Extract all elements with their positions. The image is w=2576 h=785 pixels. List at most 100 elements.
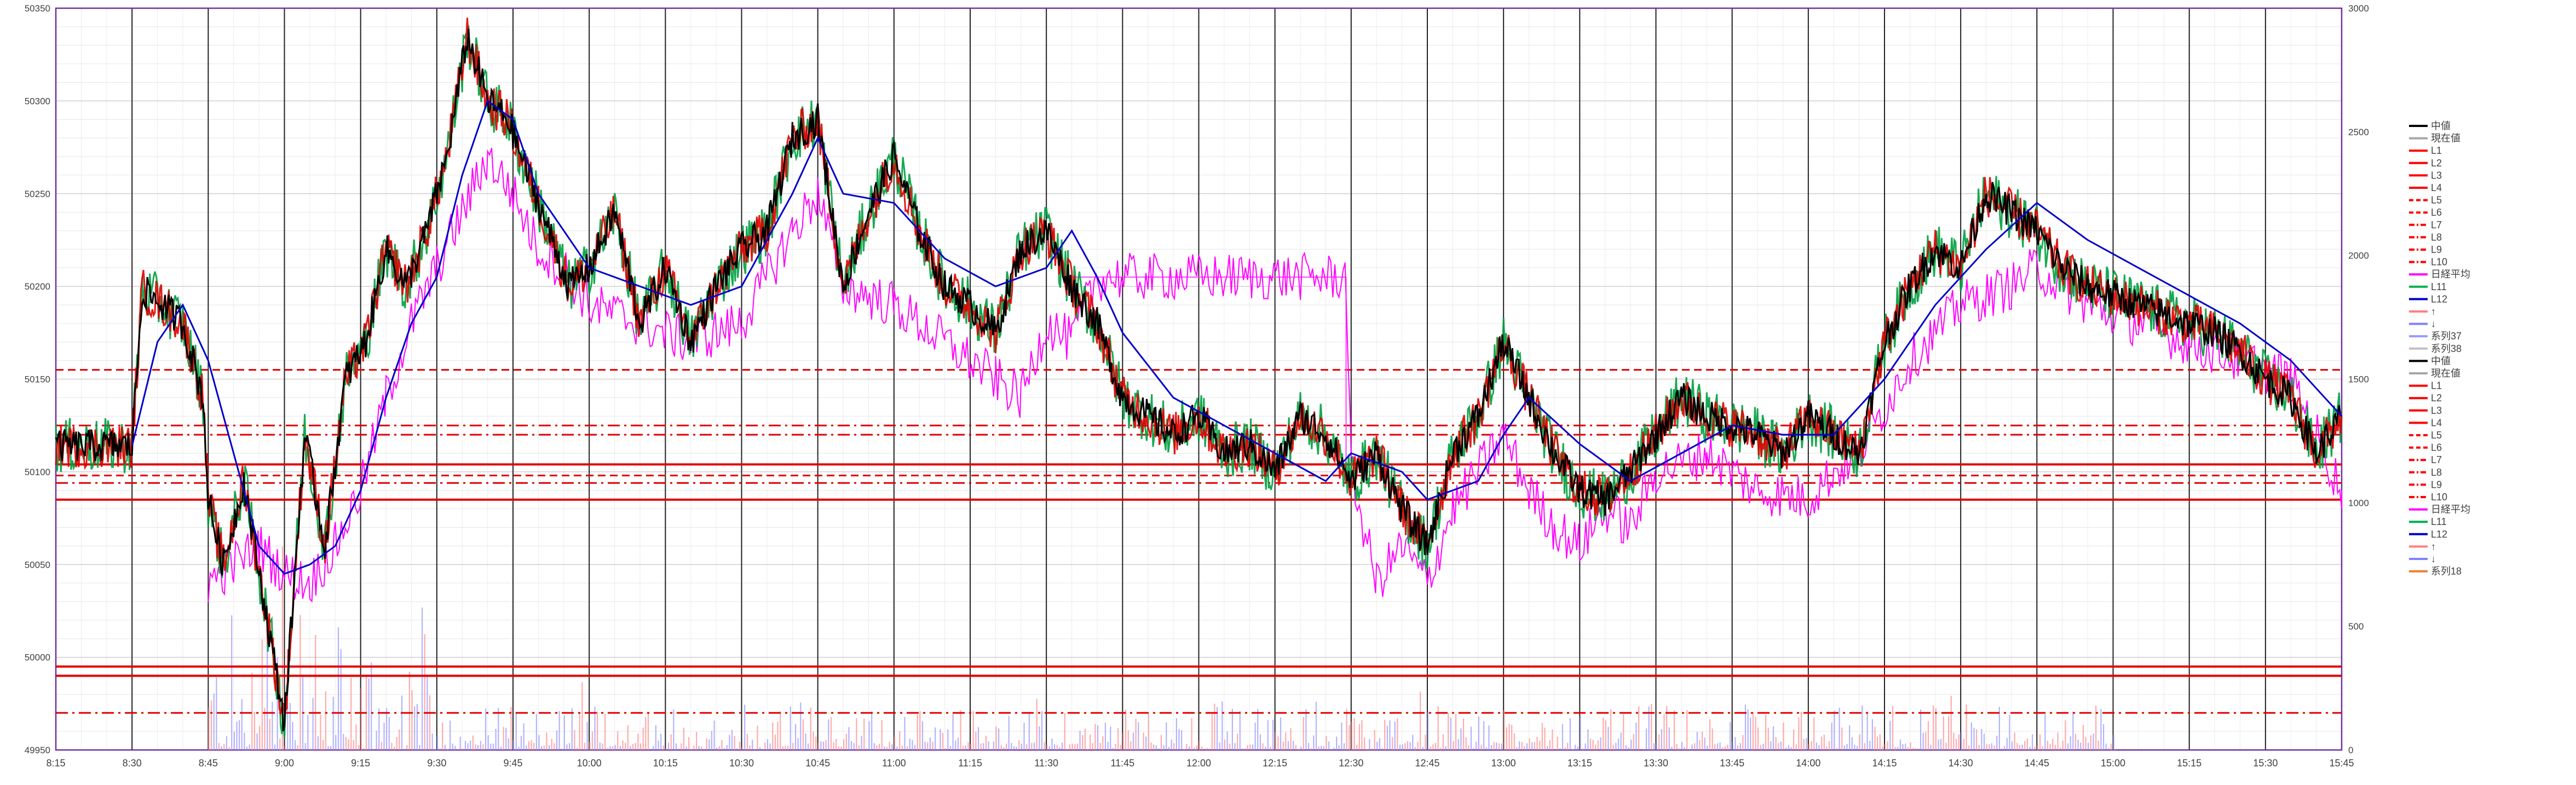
legend-label: L7 xyxy=(2431,454,2442,465)
volume-bar xyxy=(239,720,240,750)
volume-bar xyxy=(439,748,440,750)
volume-bar xyxy=(945,748,946,750)
volume-bar xyxy=(1559,748,1560,750)
legend-label: 日経平均 xyxy=(2431,504,2470,515)
volume-bar xyxy=(1143,732,1144,750)
volume-bar xyxy=(1295,745,1296,750)
volume-bar xyxy=(1580,716,1581,750)
volume-bar xyxy=(470,741,471,750)
legend-label: L12 xyxy=(2431,293,2447,304)
volume-bar xyxy=(2014,732,2015,750)
volume-bar xyxy=(907,746,908,750)
volume-bar xyxy=(927,742,928,750)
volume-bar xyxy=(1057,745,1058,750)
volume-bar xyxy=(840,747,842,750)
volume-bar xyxy=(609,746,610,750)
volume-bar xyxy=(673,709,674,750)
volume-bar xyxy=(538,735,539,750)
volume-bar xyxy=(671,734,672,750)
volume-bar xyxy=(381,742,382,750)
volume-bar xyxy=(1262,743,1263,750)
volume-bar xyxy=(1186,744,1187,750)
volume-bar xyxy=(1085,729,1086,750)
volume-bar xyxy=(338,627,339,750)
legend-label: ↓ xyxy=(2431,319,2436,330)
volume-bar xyxy=(2035,747,2036,750)
legend-label: L9 xyxy=(2431,244,2442,255)
volume-bar xyxy=(1308,743,1309,750)
x-tick-label: 11:45 xyxy=(1110,758,1134,769)
volume-bar xyxy=(1755,717,1756,750)
volume-bar xyxy=(2024,741,2025,750)
volume-bar xyxy=(272,702,273,750)
volume-bar xyxy=(1776,737,1777,750)
volume-bar xyxy=(1023,723,1024,750)
volume-bar xyxy=(1252,744,1253,750)
legend-label: 日経平均 xyxy=(2431,269,2470,280)
legend-label: L1 xyxy=(2431,145,2442,156)
volume-bar xyxy=(262,639,263,750)
legend-label: 系列38 xyxy=(2431,343,2462,354)
volume-bar xyxy=(967,742,969,750)
x-tick-label: 14:15 xyxy=(1872,758,1897,769)
volume-bar xyxy=(1882,747,1883,750)
volume-bar xyxy=(533,743,534,750)
volume-bar xyxy=(505,728,506,750)
volume-bar xyxy=(2022,744,2023,750)
volume-bar xyxy=(1839,708,1840,750)
y-tick-label: 49950 xyxy=(25,745,50,755)
volume-bar xyxy=(1136,719,1137,750)
volume-bar xyxy=(937,749,938,750)
volume-bar xyxy=(1841,728,1842,750)
volume-bar xyxy=(902,746,903,750)
volume-bar xyxy=(653,746,654,750)
volume-bar xyxy=(508,738,509,750)
volume-bar xyxy=(1476,742,1477,750)
volume-bar xyxy=(244,732,245,750)
legend-label: 現在値 xyxy=(2431,133,2460,144)
volume-bar xyxy=(812,732,814,750)
volume-bar xyxy=(1277,736,1278,750)
x-tick-label: 11:30 xyxy=(1034,758,1058,769)
volume-bar xyxy=(1466,737,1467,750)
volume-bar xyxy=(1813,717,1814,750)
volume-bar xyxy=(1082,735,1083,750)
legend-label: ↑ xyxy=(2431,541,2436,552)
volume-bar xyxy=(1557,737,1558,750)
volume-bar xyxy=(706,738,707,750)
volume-bar xyxy=(566,744,567,750)
volume-bar xyxy=(559,711,560,750)
volume-bar xyxy=(896,747,897,750)
volume-bar xyxy=(615,745,616,750)
volume-bar xyxy=(981,743,982,750)
volume-bar xyxy=(1968,746,1969,750)
volume-bar xyxy=(1483,721,1484,750)
x-tick-label: 10:15 xyxy=(653,758,678,769)
volume-bar xyxy=(1344,743,1345,750)
volume-bar xyxy=(564,715,565,750)
volume-bar xyxy=(587,722,588,750)
volume-bar xyxy=(1173,743,1174,750)
y2-tick-label: 1000 xyxy=(2348,498,2369,508)
volume-bar xyxy=(1709,719,1710,750)
volume-bar xyxy=(752,740,753,750)
volume-bar xyxy=(406,745,407,750)
volume-bar xyxy=(2055,745,2056,750)
volume-bar xyxy=(1877,737,1878,750)
volume-bar xyxy=(1036,699,1038,750)
volume-bar xyxy=(2044,714,2045,750)
volume-bar xyxy=(640,743,641,750)
volume-bar xyxy=(1422,747,1424,750)
y-tick-label: 50200 xyxy=(25,281,50,292)
volume-bar xyxy=(391,743,392,750)
volume-bar xyxy=(376,731,377,750)
volume-bar xyxy=(1963,738,1964,750)
x-tick-label: 15:00 xyxy=(2101,758,2125,769)
volume-bar xyxy=(1920,709,1921,750)
volume-bar xyxy=(693,746,694,750)
volume-bar xyxy=(1874,727,1875,750)
volume-bar xyxy=(1514,734,1515,750)
volume-bar xyxy=(622,740,623,750)
volume-bar xyxy=(1796,744,1797,750)
